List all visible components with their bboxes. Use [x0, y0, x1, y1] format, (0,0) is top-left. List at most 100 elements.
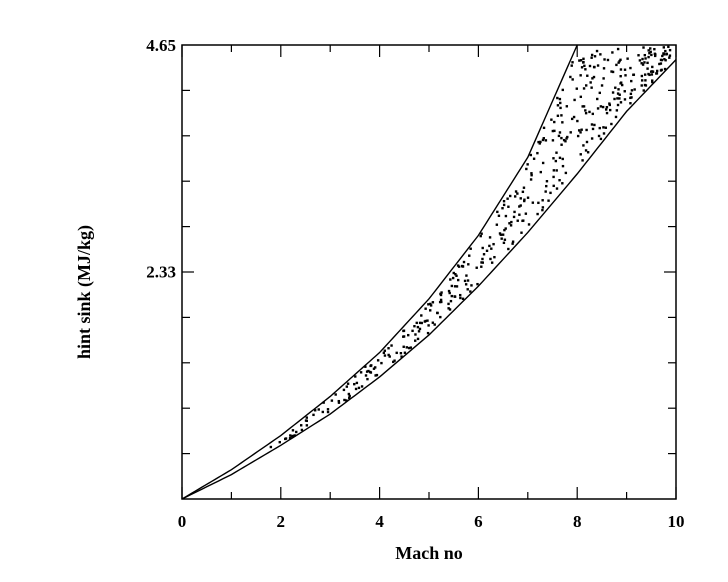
data-point — [611, 70, 615, 74]
data-point — [579, 153, 582, 156]
data-point — [595, 49, 599, 53]
data-point — [382, 351, 386, 355]
data-point — [648, 73, 651, 77]
data-point — [553, 120, 556, 124]
data-point — [633, 88, 636, 91]
data-point — [289, 434, 292, 437]
data-point — [598, 91, 601, 95]
data-point — [449, 278, 452, 281]
data-point — [560, 136, 563, 140]
data-point — [417, 330, 421, 333]
data-point — [556, 96, 559, 100]
data-point — [566, 135, 569, 139]
data-point — [300, 428, 304, 432]
x-tick-label: 2 — [277, 512, 286, 531]
x-tick-labels: 0 2 4 6 8 10 — [178, 512, 685, 531]
data-point — [504, 214, 508, 218]
data-point — [538, 142, 541, 145]
data-point — [553, 129, 556, 133]
data-point — [584, 111, 588, 115]
data-point — [591, 77, 594, 80]
data-point — [365, 370, 369, 373]
data-point — [330, 399, 334, 402]
data-point — [291, 429, 295, 432]
data-point — [620, 83, 624, 87]
data-point — [511, 240, 515, 243]
data-point — [642, 89, 645, 92]
data-point — [579, 59, 583, 62]
data-point — [500, 237, 503, 240]
x-axis-label: Mach no — [395, 543, 463, 563]
x-tick-label: 0 — [178, 512, 187, 531]
data-point — [429, 304, 433, 307]
data-point — [664, 49, 667, 53]
data-point — [551, 129, 555, 133]
data-point — [480, 265, 483, 268]
data-point — [609, 108, 612, 112]
data-point — [564, 171, 568, 175]
data-point — [305, 416, 308, 419]
data-point — [653, 52, 657, 55]
data-point — [470, 284, 473, 287]
data-point — [584, 149, 588, 152]
data-point — [663, 57, 666, 61]
y-tick-label: 4.65 — [146, 36, 176, 55]
data-point — [615, 109, 619, 112]
data-point — [646, 61, 649, 65]
data-point — [305, 419, 308, 423]
data-point — [420, 314, 423, 317]
data-point — [530, 172, 533, 175]
data-point — [480, 232, 483, 235]
data-point — [558, 131, 562, 134]
x-tick-label: 4 — [375, 512, 384, 531]
data-point — [585, 84, 588, 87]
data-point — [513, 210, 516, 214]
data-point — [360, 385, 364, 388]
data-point — [402, 329, 405, 333]
data-point — [630, 79, 633, 83]
data-point — [596, 64, 600, 67]
data-point — [579, 74, 582, 77]
data-point — [619, 68, 623, 71]
data-point — [436, 311, 439, 315]
data-point — [570, 64, 573, 67]
data-point — [593, 123, 596, 127]
data-point — [560, 114, 563, 117]
data-point — [619, 81, 623, 84]
data-point — [372, 367, 376, 370]
data-point — [557, 134, 561, 138]
data-point — [599, 105, 603, 108]
data-point — [418, 327, 422, 331]
data-point — [585, 128, 588, 132]
data-point — [665, 53, 668, 56]
data-point — [616, 92, 620, 95]
data-point — [346, 382, 350, 385]
data-point — [659, 62, 663, 65]
data-point — [541, 138, 545, 142]
data-point — [521, 190, 525, 194]
data-point — [616, 97, 619, 100]
data-point — [585, 140, 589, 144]
data-point — [537, 140, 540, 144]
data-point — [353, 382, 356, 386]
data-point — [539, 140, 542, 144]
data-point — [545, 184, 548, 188]
data-point — [649, 70, 653, 73]
data-point — [584, 68, 587, 71]
data-point — [447, 307, 450, 310]
data-point — [367, 369, 370, 373]
data-point — [476, 282, 479, 286]
data-point — [490, 247, 493, 250]
data-point — [658, 62, 661, 66]
data-point — [586, 151, 590, 154]
data-point — [455, 285, 459, 288]
data-point — [602, 67, 606, 70]
data-point — [485, 249, 489, 252]
data-point — [619, 101, 623, 104]
data-point — [663, 67, 667, 71]
data-point — [433, 323, 436, 326]
data-point — [525, 167, 528, 171]
data-point — [429, 309, 432, 312]
data-point — [582, 87, 586, 90]
data-point — [269, 445, 273, 449]
